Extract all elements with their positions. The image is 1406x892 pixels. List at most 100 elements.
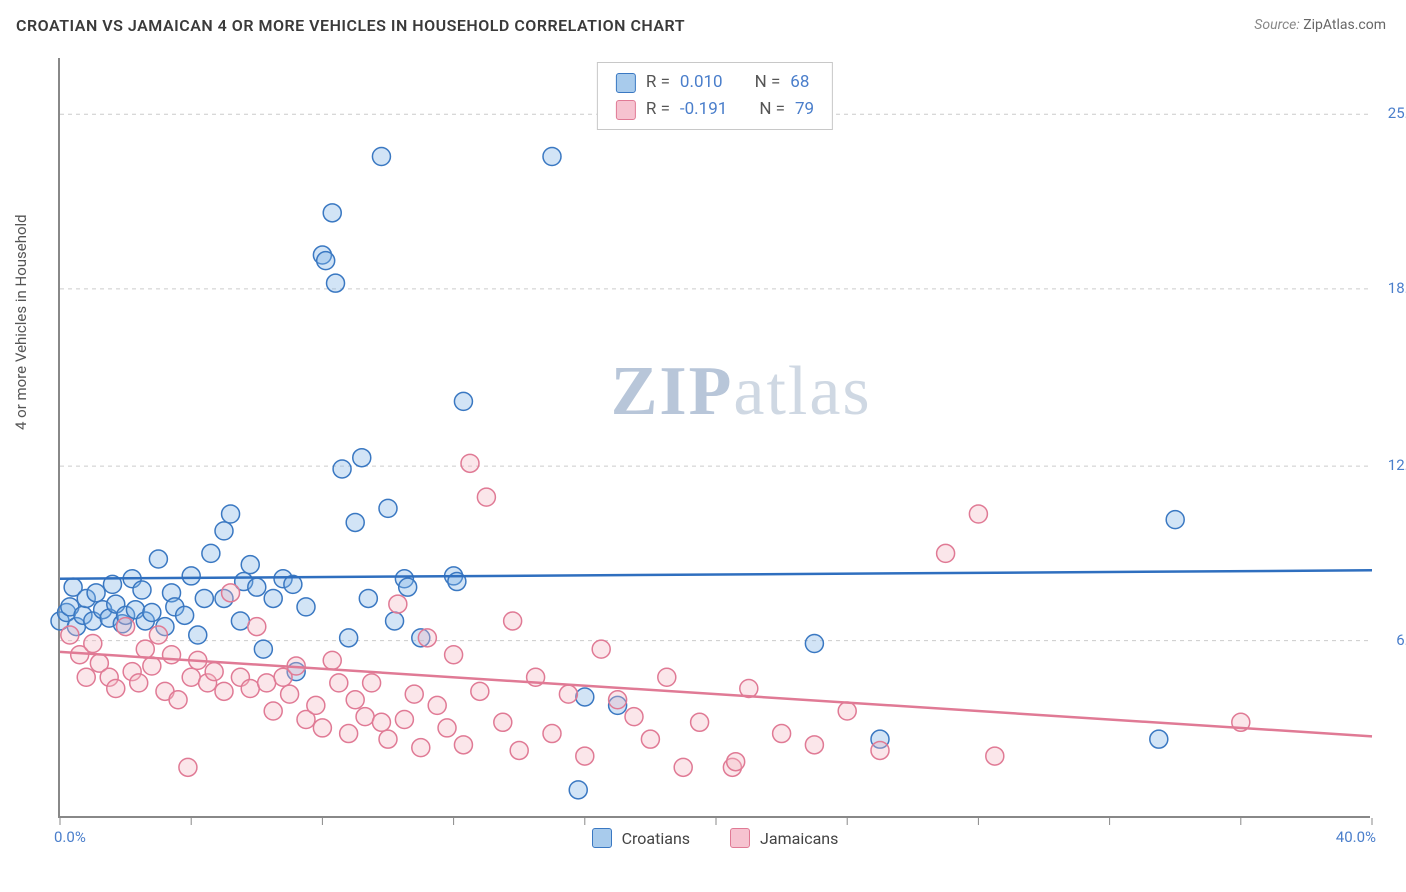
y-tick-label: 18.8%	[1388, 279, 1406, 297]
scatter-point	[1150, 730, 1168, 748]
scatter-point	[477, 488, 495, 506]
scatter-point	[163, 646, 181, 664]
scatter-point	[333, 460, 351, 478]
scatter-point	[543, 148, 561, 166]
scatter-point	[471, 682, 489, 700]
chart-header: CROATIAN VS JAMAICAN 4 OR MORE VEHICLES …	[0, 0, 1406, 50]
y-tick-label: 6.3%	[1396, 631, 1406, 649]
stat-n-value: 68	[790, 69, 809, 96]
scatter-point	[510, 741, 528, 759]
scatter-point	[202, 544, 220, 562]
scatter-point	[359, 589, 377, 607]
scatter-point	[281, 685, 299, 703]
scatter-point	[445, 646, 463, 664]
scatter-point	[379, 730, 397, 748]
scatter-point	[356, 708, 374, 726]
scatter-point	[454, 392, 472, 410]
scatter-point	[871, 741, 889, 759]
scatter-point	[386, 612, 404, 630]
scatter-point	[264, 702, 282, 720]
stat-n-label: N =	[755, 69, 781, 96]
scatter-point	[195, 589, 213, 607]
scatter-point	[182, 567, 200, 585]
stat-r-value: -0.191	[680, 96, 727, 123]
scatter-point	[215, 522, 233, 540]
scatter-point	[84, 634, 102, 652]
scatter-point	[838, 702, 856, 720]
scatter-point	[133, 581, 151, 599]
scatter-point	[77, 668, 95, 686]
scatter-point	[418, 629, 436, 647]
scatter-point	[494, 713, 512, 731]
swatch-icon	[592, 828, 612, 848]
scatter-point	[372, 148, 390, 166]
stat-r-label: R =	[646, 69, 670, 96]
scatter-point	[215, 682, 233, 700]
scatter-point	[543, 725, 561, 743]
scatter-point	[61, 626, 79, 644]
scatter-point	[340, 629, 358, 647]
scatter-point	[363, 674, 381, 692]
scatter-point	[609, 691, 627, 709]
scatter-point	[222, 505, 240, 523]
scatter-point	[691, 713, 709, 731]
scatter-point	[241, 680, 259, 698]
scatter-point	[805, 736, 823, 754]
swatch-icon	[616, 73, 636, 93]
source-attribution: Source: ZipAtlas.com	[1254, 17, 1386, 33]
stat-r-value: 0.010	[680, 69, 723, 96]
scatter-point	[353, 449, 371, 467]
scatter-point	[576, 688, 594, 706]
scatter-point	[405, 685, 423, 703]
scatter-point	[189, 626, 207, 644]
scatter-point	[438, 719, 456, 737]
stat-n-value: 79	[795, 96, 814, 123]
scatter-point	[969, 505, 987, 523]
scatter-point	[307, 696, 325, 714]
scatter-point	[1166, 511, 1184, 529]
scatter-point	[389, 595, 407, 613]
y-axis-label: 4 or more Vehicles in Household	[12, 214, 30, 430]
scatter-point	[241, 556, 259, 574]
scatter-point	[317, 252, 335, 270]
x-legend: Croatians Jamaicans	[60, 828, 1370, 848]
scatter-point	[658, 668, 676, 686]
swatch-icon	[616, 100, 636, 120]
scatter-point	[576, 747, 594, 765]
scatter-point	[323, 204, 341, 222]
legend-item-croatians: Croatians	[592, 828, 690, 848]
scatter-point	[117, 618, 135, 636]
scatter-point	[149, 626, 167, 644]
scatter-point	[937, 544, 955, 562]
stats-row-croatians: R = 0.010 N = 68	[616, 69, 814, 96]
scatter-point	[107, 680, 125, 698]
legend-label: Jamaicans	[760, 829, 838, 848]
scatter-point	[176, 606, 194, 624]
source-label: Source:	[1254, 17, 1299, 33]
chart-title: CROATIAN VS JAMAICAN 4 OR MORE VEHICLES …	[16, 16, 685, 35]
scatter-point	[205, 663, 223, 681]
scatter-point	[346, 513, 364, 531]
stat-r-label: R =	[646, 96, 670, 123]
scatter-point	[169, 691, 187, 709]
scatter-point	[143, 604, 161, 622]
scatter-point	[428, 696, 446, 714]
scatter-point	[254, 640, 272, 658]
legend-item-jamaicans: Jamaicans	[730, 828, 838, 848]
scatter-point	[641, 730, 659, 748]
scatter-point	[327, 274, 345, 292]
scatter-point	[399, 578, 417, 596]
scatter-point	[143, 657, 161, 675]
scatter-point	[340, 725, 358, 743]
scatter-point	[625, 708, 643, 726]
scatter-point	[592, 640, 610, 658]
scatter-point	[182, 668, 200, 686]
scatter-point	[461, 454, 479, 472]
scatter-point	[504, 612, 522, 630]
scatter-point	[136, 640, 154, 658]
plot-area: ZIPatlas R = 0.010 N = 68 R = -0.191 N =…	[58, 58, 1370, 818]
scatter-point	[248, 578, 266, 596]
y-tick-label: 12.5%	[1388, 456, 1406, 474]
scatter-point	[258, 674, 276, 692]
scatter-point	[87, 584, 105, 602]
